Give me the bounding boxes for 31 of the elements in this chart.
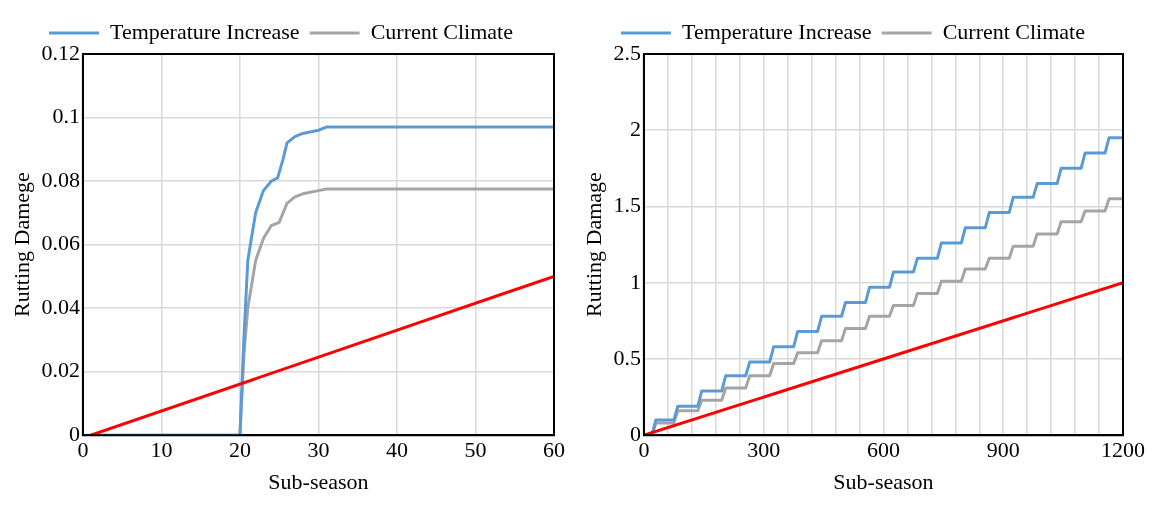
y-tick-label: 0.08 (41, 166, 80, 192)
x-tick-label: 10 (150, 437, 173, 463)
x-tick-label: 20 (228, 437, 251, 463)
y-tick-label: 0.06 (41, 230, 80, 256)
legend-label: Temperature Increase (682, 18, 872, 44)
y-tick-label: 0 (68, 420, 80, 446)
x-tick-label: 30 (307, 437, 330, 463)
y-axis-title: Rutting Damage (580, 172, 606, 318)
x-tick-label: 300 (747, 437, 781, 463)
x-tick-label: 40 (385, 437, 408, 463)
y-tick-label: 2 (629, 116, 641, 142)
x-tick-label: 900 (986, 437, 1020, 463)
y-tick-label: 0.02 (41, 357, 80, 383)
y-tick-label: 0.04 (41, 293, 80, 319)
y-tick-label: 0 (629, 420, 641, 446)
x-tick-label: 50 (464, 437, 487, 463)
y-tick-label: 1.5 (613, 192, 641, 218)
x-axis-title: Sub-season (833, 468, 934, 494)
y-tick-label: 2.5 (613, 39, 641, 65)
legend-label: Temperature Increase (110, 18, 300, 44)
y-tick-label: 1 (629, 268, 641, 294)
x-tick-label: 600 (866, 437, 900, 463)
legend-label: Current Climate (942, 18, 1085, 44)
x-tick-label: 1200 (1101, 437, 1145, 463)
x-axis-title: Sub-season (268, 468, 369, 494)
y-tick-label: 0.1 (52, 103, 80, 129)
y-tick-label: 0.12 (41, 39, 80, 65)
y-tick-label: 0.5 (613, 344, 641, 370)
y-axis-title: Rutting Damege (8, 172, 34, 318)
legend-label: Current Climate (370, 18, 513, 44)
x-tick-label: 60 (543, 437, 565, 463)
